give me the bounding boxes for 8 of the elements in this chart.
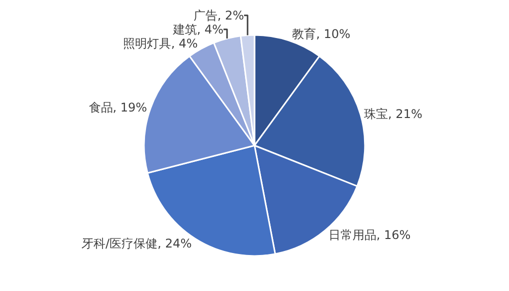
slice-label: 照明灯具, 4% [123,36,198,50]
slice-label: 建筑, 4% [172,22,224,36]
slice-label: 牙科/医疗保健, 24% [81,236,192,251]
slice-label: 珠宝, 21% [364,107,422,122]
slice-label: 日常用品, 16% [328,228,411,242]
slice-label: 教育, 10% [292,27,350,42]
slice-label: 食品, 19% [88,100,148,114]
slice-label: 广告, 2% [193,8,244,22]
